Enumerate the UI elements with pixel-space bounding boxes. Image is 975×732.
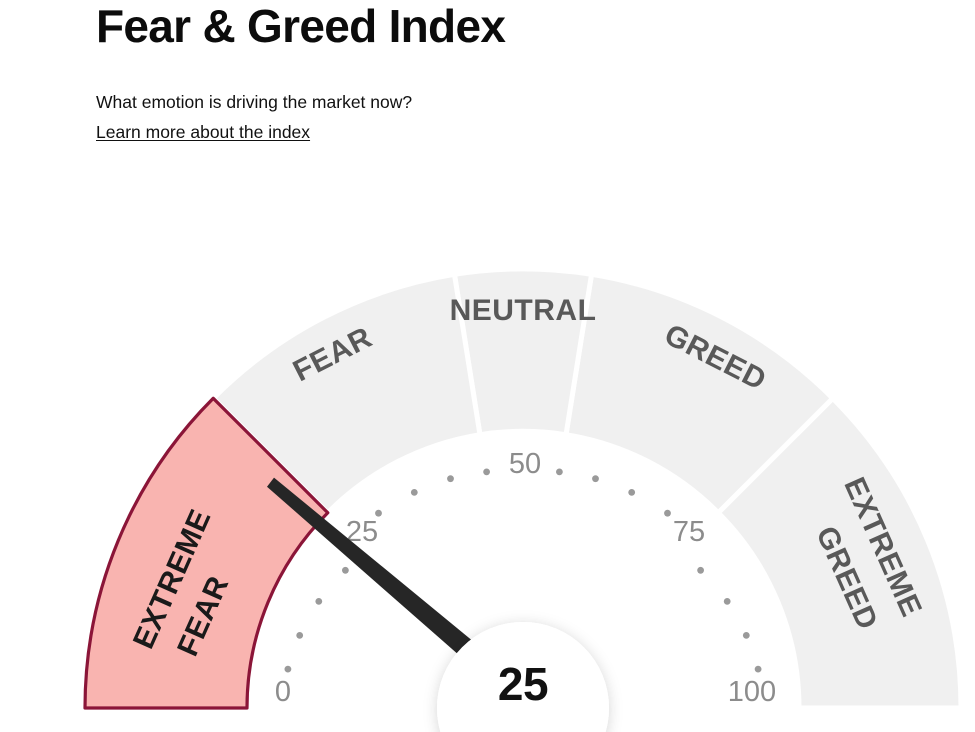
gauge-center-value: 25 (498, 658, 548, 710)
learn-more-link[interactable]: Learn more about the index (96, 122, 311, 142)
gauge-tick-dots (284, 468, 762, 673)
page-subtitle: What emotion is driving the market now? (96, 92, 413, 112)
segment-fear[interactable] (209, 271, 483, 517)
segment-neutral[interactable] (451, 266, 595, 438)
gauge-segment-band (83, 266, 964, 711)
tick-label-50: 50 (509, 448, 541, 480)
tick-label-75: 75 (673, 516, 705, 548)
gauge-tick-labels: 0 25 50 75 100 (275, 448, 776, 708)
segment-label-neutral: NEUTRAL (450, 294, 597, 327)
segment-extreme-greed[interactable] (714, 394, 964, 711)
page-header: Fear & Greed Index What emotion is drivi… (96, 0, 896, 143)
tick-label-100: 100 (728, 676, 776, 708)
page-title: Fear & Greed Index (96, 0, 506, 52)
gauge-needle (267, 477, 476, 659)
tick-label-0: 0 (275, 676, 291, 708)
segment-greed[interactable] (563, 271, 837, 517)
segment-extreme-fear[interactable] (83, 396, 330, 710)
gauge-center-hub: 25 (437, 622, 609, 732)
